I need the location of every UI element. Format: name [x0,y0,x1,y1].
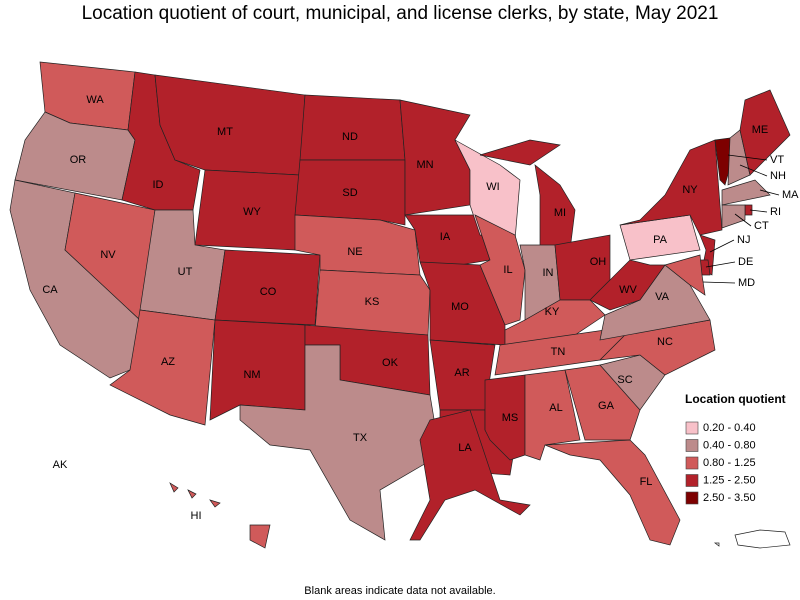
state-label: TN [551,346,566,358]
legend-label: 0.40 - 0.80 [703,439,756,451]
legend-title: Location quotient [685,392,786,406]
state-label: KS [365,296,380,308]
state-label: MD [738,277,755,289]
state-label: OK [382,357,399,369]
state [294,159,406,226]
state-label: NV [100,249,116,261]
state-label: IN [543,267,554,279]
state-label: MI [554,207,566,219]
leader-line [705,261,736,268]
legend-swatch [685,421,699,435]
state-label: WA [86,94,104,106]
state-label: WY [243,206,261,218]
leader-line [727,154,768,161]
state-label: OR [70,154,87,166]
state [169,482,271,549]
state-label: NE [347,246,362,258]
state [544,439,681,546]
state [664,254,706,296]
state-label: UT [178,266,193,278]
state-label: WI [486,181,499,193]
leader-line [702,281,736,284]
leader-line [749,209,768,213]
state [619,139,723,236]
state [739,89,791,176]
state-label: NY [682,184,698,196]
state-label: CO [260,286,277,298]
state [589,259,666,311]
state-label: MA [782,189,799,201]
state-label: MN [416,159,433,171]
state [399,99,471,216]
state-label: NC [657,336,673,348]
state [214,249,321,326]
legend-label: 0.80 - 1.25 [703,457,756,469]
state-label: ND [342,131,358,143]
puerto-rico [713,529,791,549]
state-label: VT [770,154,784,166]
state-label: SC [617,374,632,386]
state-label: AK [53,459,68,471]
leader-line [709,239,735,253]
state-label: OH [590,256,607,268]
state-label: DE [738,256,753,268]
state-label: AR [454,367,469,379]
state [721,179,771,206]
state-label: VA [655,291,670,303]
leader-line [734,213,752,227]
leader-line [739,164,768,177]
state-label: AZ [161,356,175,368]
state [564,364,641,441]
state-label: CT [754,220,769,232]
leader-line [759,189,780,196]
map-title: Location quotient of court, municipal, a… [82,3,719,24]
state-label: PA [653,234,668,246]
state-label: KY [545,306,560,318]
state-label: GA [598,400,615,412]
state-label: RI [770,206,781,218]
state-label: MT [217,126,233,138]
state [314,269,431,336]
state-label: NJ [737,234,750,246]
state-label: IA [440,231,451,243]
legend-swatch [685,439,699,452]
state-label: SD [342,187,357,199]
legend-swatch [685,491,699,505]
state-label: ID [153,179,164,191]
legend-swatch [685,456,699,470]
state-label: ME [752,124,769,136]
state-label: MS [502,412,519,424]
state-label: IL [503,264,512,276]
state-label: NM [243,369,260,381]
legend-swatch [685,474,699,487]
state-label: FL [640,476,653,488]
state [721,204,746,229]
state-label: LA [458,442,472,454]
state-label: NH [770,170,786,182]
legend-label: 2.50 - 3.50 [703,492,756,504]
state [409,409,531,541]
state-label: WV [619,284,637,296]
state [474,214,526,326]
state [299,94,406,161]
legend-label: 1.25 - 2.50 [703,474,756,486]
state-label: HI [191,510,202,522]
state-label: MO [451,301,469,313]
state-label: AL [549,402,562,414]
footnote: Blank areas indicate data not available. [304,585,495,597]
state-label: TX [353,432,368,444]
state-label: CA [42,284,58,296]
legend-label: 0.20 - 0.40 [703,422,756,434]
